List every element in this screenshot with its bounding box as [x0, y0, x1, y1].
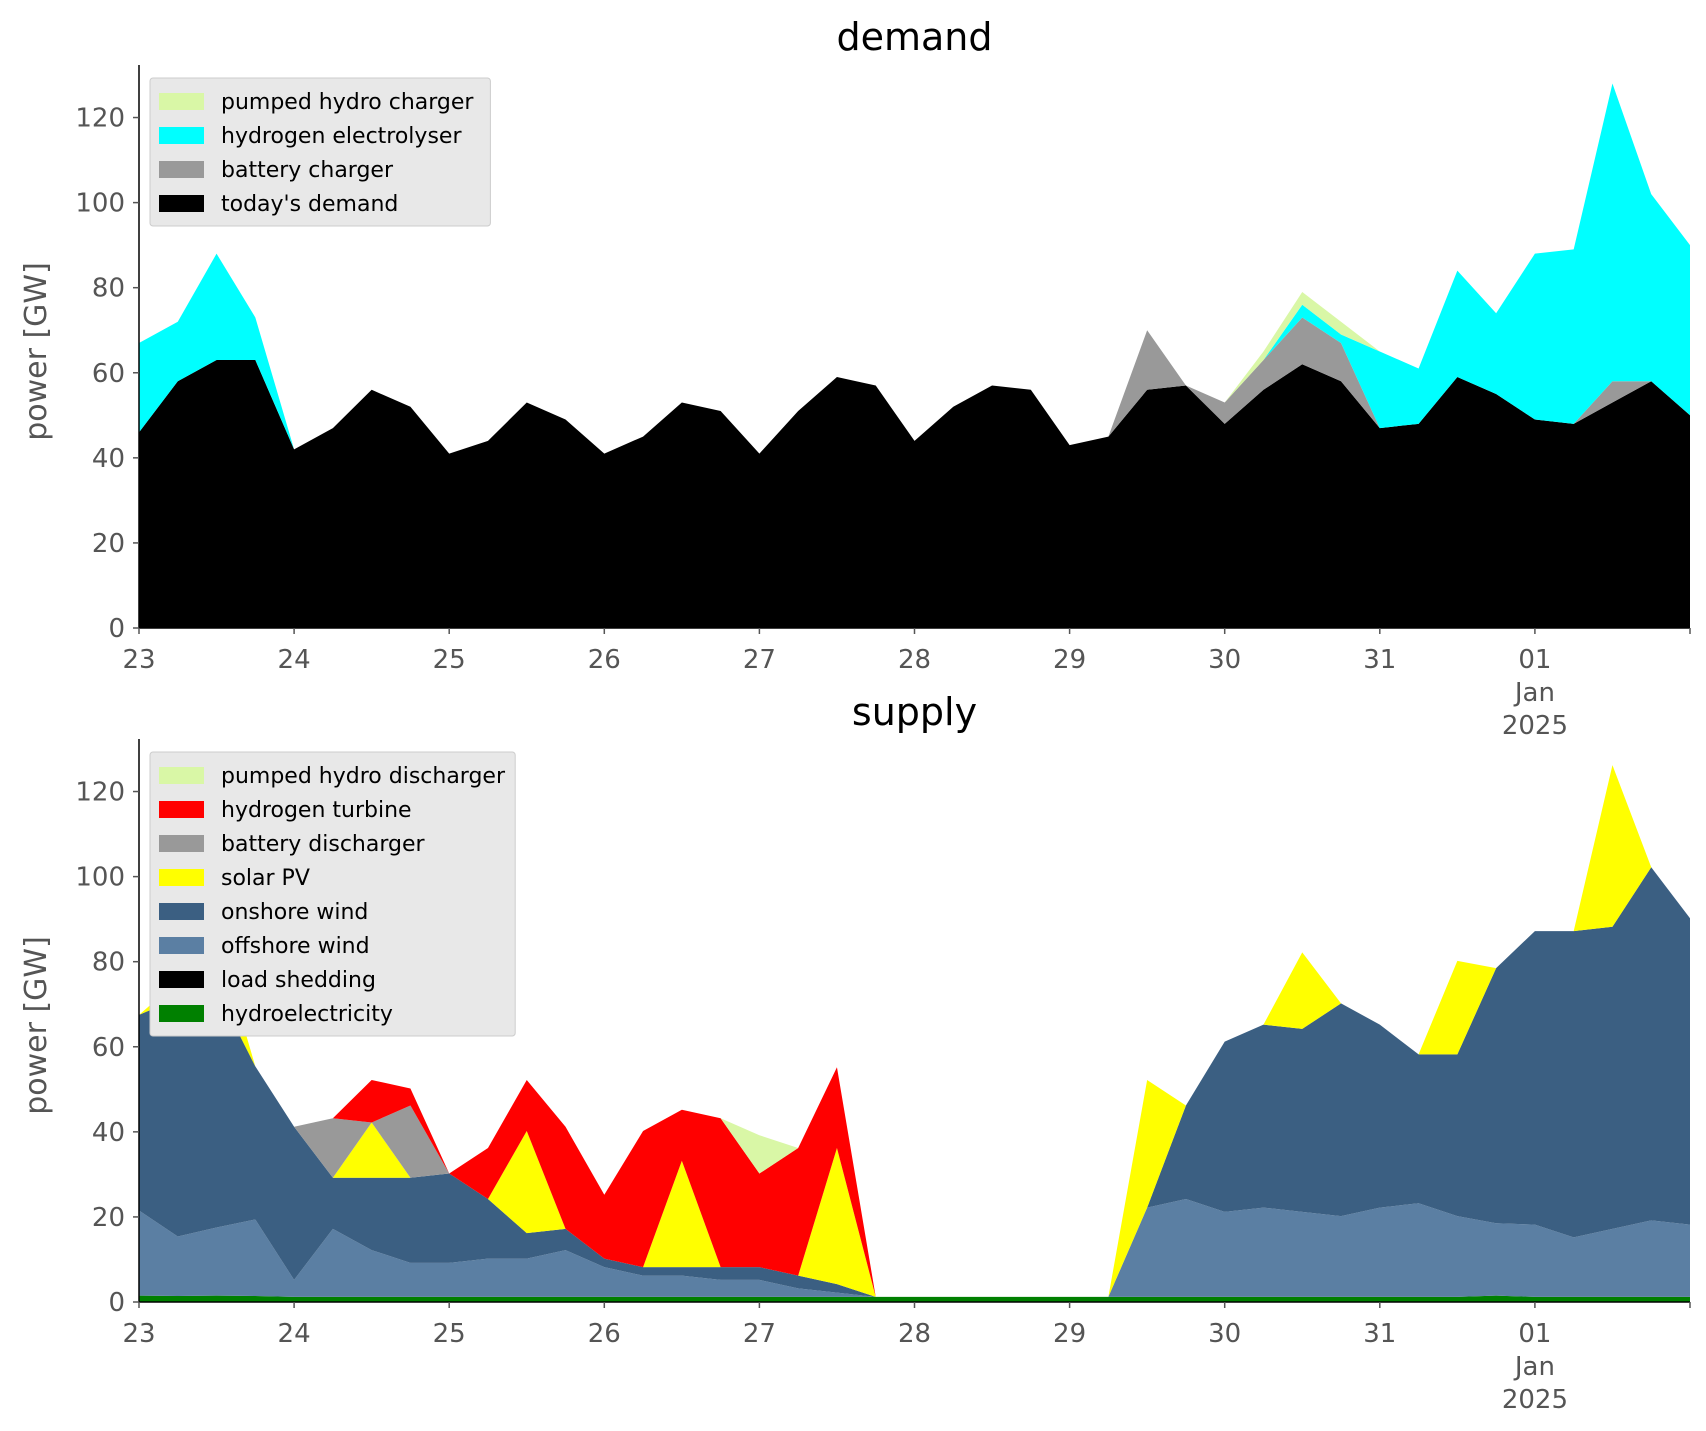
x-tick-label: 24 [278, 1319, 311, 1349]
x-tick-label: 30 [1208, 645, 1241, 675]
legend-label: onshore wind [221, 900, 368, 925]
x-tick-label: 25 [433, 645, 466, 675]
legend-swatch [159, 93, 204, 110]
area-solar-pv [139, 765, 1690, 1297]
x-tick-label: 01 [1518, 645, 1551, 675]
legend-label: solar PV [221, 866, 310, 891]
x-tick-label: 26 [588, 1319, 621, 1349]
legend-label: pumped hydro discharger [221, 764, 506, 789]
legend-swatch [159, 903, 204, 920]
y-tick-label: 100 [75, 863, 125, 893]
x-tick-label: 01 [1518, 1319, 1551, 1349]
legend-label: offshore wind [221, 934, 370, 959]
y-axis-label: power [GW] [19, 262, 54, 441]
x-tick-label: 28 [898, 1319, 931, 1349]
y-tick-label: 40 [92, 1118, 125, 1148]
legend-label: hydrogen electrolyser [221, 124, 462, 149]
y-tick-label: 60 [92, 1033, 125, 1063]
x-tick-label: 23 [122, 645, 155, 675]
legend-label: battery discharger [221, 832, 426, 857]
legend-box [149, 77, 491, 227]
legend-swatch [159, 937, 204, 954]
y-tick-label: 80 [92, 948, 125, 978]
legend: pumped hydro charger hydrogen electrolyse… [149, 77, 491, 227]
x-tick-label: 28 [898, 645, 931, 675]
chart-panel-supply: supply power [GW] 0 20 40 60 80 100 120 23 24 25 26 2… [19, 690, 1691, 1415]
legend-box [149, 751, 516, 1037]
series-areas [139, 765, 1690, 1302]
area-battery-charger [139, 317, 1690, 454]
area-onshore-wind [139, 867, 1690, 1297]
y-tick-label: 20 [92, 1203, 125, 1233]
area-hydroelectricity [139, 1295, 1690, 1302]
area-offshore-wind [139, 1199, 1690, 1297]
chart-panel-demand: demand power [GW] 0 20 40 60 80 100 120 23 24 25 26 2… [19, 15, 1691, 741]
y-tick-label: 80 [92, 274, 125, 304]
legend-label: load shedding [221, 968, 376, 993]
x-tick-label: Jan [1513, 1352, 1555, 1382]
legend-swatch [159, 1005, 204, 1022]
y-tick-label: 100 [75, 189, 125, 219]
y-tick-label: 120 [75, 104, 125, 134]
x-tick-label: 24 [278, 645, 311, 675]
legend-label: hydroelectricity [221, 1002, 393, 1027]
x-tick-label: Jan [1513, 678, 1555, 708]
area-hydrogen-electrolyser [139, 83, 1690, 454]
legend-swatch [159, 971, 204, 988]
y-tick-label: 120 [75, 778, 125, 808]
y-axis-label: power [GW] [19, 936, 54, 1115]
chart-title: demand [836, 15, 992, 59]
x-tick-label: 25 [433, 1319, 466, 1349]
legend-label: battery charger [221, 158, 394, 183]
legend-swatch [159, 195, 204, 212]
area-today-s-demand [139, 360, 1690, 628]
legend-swatch [159, 835, 204, 852]
legend-swatch [159, 869, 204, 886]
legend-label: hydrogen turbine [221, 798, 412, 823]
x-tick-label: 26 [588, 645, 621, 675]
x-tick-label: 23 [122, 1319, 155, 1349]
y-tick-label: 40 [92, 444, 125, 474]
x-tick-label: 2025 [1502, 711, 1568, 741]
legend: pumped hydro discharger hydrogen turbine b… [149, 751, 516, 1037]
x-tick-label: 27 [743, 1319, 776, 1349]
y-tick-label: 0 [108, 1288, 125, 1318]
x-tick-label: 27 [743, 645, 776, 675]
x-tick-label: 29 [1053, 1319, 1086, 1349]
legend-swatch [159, 161, 204, 178]
y-tick-label: 60 [92, 359, 125, 389]
series-areas [139, 83, 1690, 628]
y-tick-label: 0 [108, 614, 125, 644]
x-tick-label: 29 [1053, 645, 1086, 675]
x-tick-label: 31 [1363, 645, 1396, 675]
legend-label: pumped hydro charger [221, 90, 474, 115]
legend-swatch [159, 127, 204, 144]
x-tick-label: 30 [1208, 1319, 1241, 1349]
x-tick-label: 31 [1363, 1319, 1396, 1349]
legend-label: today's demand [221, 192, 398, 217]
x-tick-label: 2025 [1502, 1385, 1568, 1415]
y-tick-label: 20 [92, 529, 125, 559]
chart-title: supply [852, 690, 977, 734]
legend-swatch [159, 767, 204, 784]
legend-swatch [159, 801, 204, 818]
